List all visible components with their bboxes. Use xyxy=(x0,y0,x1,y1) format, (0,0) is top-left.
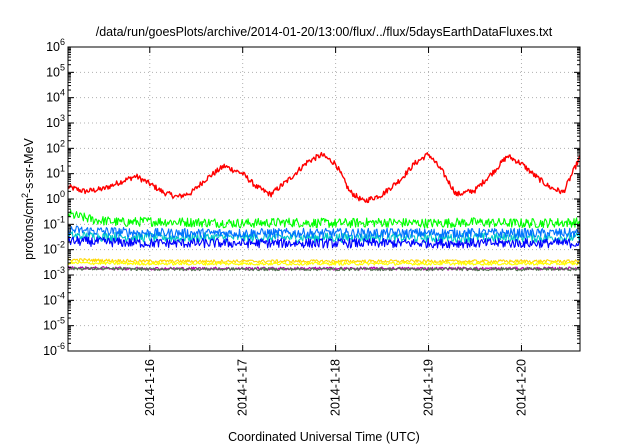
y-tick-label: 103 xyxy=(46,113,65,130)
y-tick-label-base: 10 xyxy=(46,65,60,79)
chart-title: /data/run/goesPlots/archive/2014-01-20/1… xyxy=(96,25,553,39)
y-tick-label-base: 10 xyxy=(43,319,57,333)
y-tick-label-base: 10 xyxy=(46,192,60,206)
y-tick-label-exponent: -3 xyxy=(57,265,65,275)
y-tick-label-base: 10 xyxy=(43,293,57,307)
y-axis-label-sup: 2 xyxy=(20,193,30,198)
y-tick-label-exponent: -5 xyxy=(57,316,65,326)
y-tick-label: 10-2 xyxy=(43,240,65,257)
y-tick-labels: 10-610-510-410-310-210-11001011021031041… xyxy=(43,37,65,358)
y-tick-label-base: 10 xyxy=(43,217,57,231)
series-group xyxy=(68,151,580,272)
y-tick-label-exponent: 6 xyxy=(60,37,65,47)
y-tick-label-exponent: 2 xyxy=(60,138,65,148)
x-tick-label: 2014-1-16 xyxy=(143,359,157,416)
y-tick-label-exponent: 4 xyxy=(60,88,65,98)
y-tick-label-base: 10 xyxy=(43,344,57,358)
x-tick-label: 2014-1-20 xyxy=(514,359,528,416)
series-line xyxy=(68,235,580,249)
y-tick-label-exponent: -4 xyxy=(57,290,65,300)
y-tick-label-base: 10 xyxy=(46,40,60,54)
y-tick-label: 105 xyxy=(46,62,65,79)
y-tick-label: 104 xyxy=(46,88,65,105)
y-tick-label-exponent: 3 xyxy=(60,113,65,123)
series-line xyxy=(68,266,580,272)
y-tick-label: 10-1 xyxy=(43,214,65,231)
y-tick-label-exponent: 5 xyxy=(60,62,65,72)
y-axis-label-tail: -s-sr-MeV xyxy=(22,137,36,193)
x-tick-label: 2014-1-19 xyxy=(422,359,436,416)
y-tick-label-exponent: 0 xyxy=(60,189,65,199)
series-line xyxy=(68,151,580,204)
series-line xyxy=(68,209,580,229)
x-tick-label: 2014-1-17 xyxy=(236,359,250,416)
y-tick-label: 10-3 xyxy=(43,265,65,282)
y-tick-label: 10-6 xyxy=(43,341,65,358)
x-tick-labels: 2014-1-16 2014-1-17 2014-1-18 2014-1-19 2014… xyxy=(143,359,529,416)
y-axis-label: protons/cm2-s-sr-MeV xyxy=(20,137,36,259)
y-tick-label-base: 10 xyxy=(46,167,60,181)
y-tick-label-base: 10 xyxy=(43,243,57,257)
y-tick-label: 10-5 xyxy=(43,316,65,333)
y-tick-label-base: 10 xyxy=(43,268,57,282)
y-axis-label-base: protons/cm xyxy=(22,198,36,260)
y-tick-label-base: 10 xyxy=(46,116,60,130)
y-tick-label-exponent: -1 xyxy=(57,214,65,224)
y-tick-label-exponent: -2 xyxy=(57,240,65,250)
series-line xyxy=(68,260,580,266)
plot-frame xyxy=(67,46,581,352)
y-tick-label-exponent: -6 xyxy=(57,341,65,351)
y-tick-label: 102 xyxy=(46,138,65,155)
y-tick-label: 106 xyxy=(46,37,65,54)
series-line xyxy=(68,225,580,239)
y-tick-label-base: 10 xyxy=(46,141,60,155)
gridlines xyxy=(68,47,580,351)
y-tick-label-exponent: 1 xyxy=(60,164,65,174)
x-tick-label: 2014-1-18 xyxy=(329,359,343,416)
y-tick-label-base: 10 xyxy=(46,91,60,105)
x-axis-label: Coordinated Universal Time (UTC) xyxy=(228,430,420,444)
y-tick-label: 10-4 xyxy=(43,290,65,307)
y-tick-label: 100 xyxy=(46,189,65,206)
y-tick-label: 101 xyxy=(46,164,65,181)
